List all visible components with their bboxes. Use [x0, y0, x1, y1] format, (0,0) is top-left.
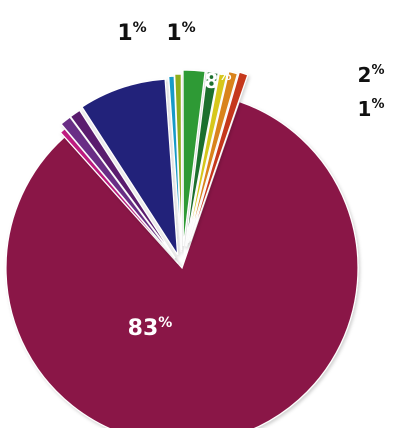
pie-label-1: 83%: [128, 315, 173, 341]
pie-slice-11: [188, 70, 239, 244]
pie-slice-4: [69, 109, 176, 259]
pie-labels: 83% 1% 1% 8% 2% 1%: [117, 20, 384, 341]
pie-label-3: 1%: [117, 20, 146, 46]
pie-label-9: 1%: [358, 97, 385, 121]
pie-slice-1: [5, 100, 359, 428]
pie-slice-3: [60, 116, 176, 259]
pie-slice-9: [184, 70, 219, 247]
pie-slice-12: [189, 71, 249, 242]
pie-label-4: 1%: [166, 20, 195, 46]
pie-label-5: 8%: [205, 69, 232, 93]
pie-slice-8: [182, 69, 206, 247]
pie-slice-7: [174, 73, 183, 251]
pie-slices: [5, 69, 359, 428]
pie-slice-5: [81, 78, 179, 256]
pie-label-8: 2%: [358, 63, 385, 87]
pie-slice-10: [185, 72, 228, 247]
